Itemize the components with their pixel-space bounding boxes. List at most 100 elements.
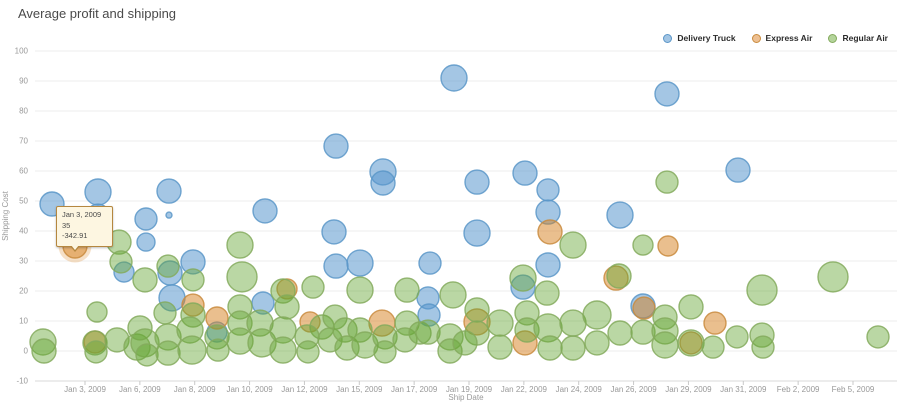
bubble-delivery-truck[interactable] [463,219,491,247]
bubble-regular-air[interactable] [317,327,343,353]
bubble-express-air[interactable] [537,219,563,245]
bubble-regular-air[interactable] [559,231,587,259]
bubble-regular-air[interactable] [392,327,418,353]
bubble-delivery-truck[interactable] [535,252,561,278]
bubble-regular-air[interactable] [347,317,373,343]
bubble-regular-air[interactable] [82,330,108,356]
bubble-express-air[interactable] [512,330,538,356]
bubble-regular-air[interactable] [487,334,513,360]
bubble-regular-air[interactable] [206,338,230,362]
bubble-regular-air[interactable] [247,328,277,358]
bubble-delivery-truck[interactable] [346,249,374,277]
bubble-regular-air[interactable] [29,328,57,356]
bubble-regular-air[interactable] [464,297,490,323]
bubble-delivery-truck[interactable] [512,160,538,186]
bubble-regular-air[interactable] [104,327,130,353]
bubble-regular-air[interactable] [437,338,463,364]
legend-item-regular-air[interactable]: Regular Air [828,33,888,43]
bubble-regular-air[interactable] [632,234,654,256]
bubble-delivery-truck[interactable] [252,198,278,224]
bubble-delivery-truck[interactable] [165,211,173,219]
bubble-regular-air[interactable] [725,325,749,349]
bubble-delivery-truck[interactable] [321,219,347,245]
bubble-regular-air[interactable] [84,340,108,364]
bubble-delivery-truck[interactable] [464,169,490,195]
bubble-regular-air[interactable] [866,325,890,349]
bubble-regular-air[interactable] [533,313,563,343]
bubble-regular-air[interactable] [560,335,586,361]
bubble-express-air[interactable] [632,296,656,320]
bubble-regular-air[interactable] [153,301,177,325]
bubble-regular-air[interactable] [452,330,478,356]
bubble-regular-air[interactable] [751,335,775,359]
bubble-regular-air[interactable] [86,301,108,323]
bubble-regular-air[interactable] [135,343,159,367]
bubble-regular-air[interactable] [274,294,300,320]
bubble-regular-air[interactable] [408,321,432,345]
bubble-regular-air[interactable] [584,330,610,356]
bubble-regular-air[interactable] [436,323,464,351]
bubble-regular-air[interactable] [651,317,679,345]
bubble-regular-air[interactable] [130,328,160,358]
bubble-regular-air[interactable] [652,304,678,330]
bubble-delivery-truck[interactable] [323,253,349,279]
bubble-regular-air[interactable] [177,335,207,365]
bubble-delivery-truck[interactable] [323,133,349,159]
bubble-regular-air[interactable] [226,327,254,355]
bubble-regular-air[interactable] [132,267,158,293]
bubble-express-air[interactable] [181,293,205,317]
bubble-regular-air[interactable] [226,231,254,259]
bubble-express-air[interactable] [657,235,679,257]
bubble-regular-air[interactable] [701,335,725,359]
legend-item-express-air[interactable]: Express Air [751,33,812,43]
bubble-regular-air[interactable] [394,277,420,303]
bubble-delivery-truck[interactable] [418,251,442,275]
bubble-regular-air[interactable] [31,338,57,364]
bubble-delivery-truck[interactable] [536,178,560,202]
bubble-regular-air[interactable] [749,322,775,348]
bubble-delivery-truck[interactable] [84,178,112,206]
bubble-regular-air[interactable] [296,340,320,364]
bubble-regular-air[interactable] [269,336,297,364]
bubble-delivery-truck[interactable] [440,64,468,92]
bubble-express-air[interactable] [205,306,229,330]
bubble-regular-air[interactable] [559,309,587,337]
bubble-regular-air[interactable] [651,331,679,359]
bubble-regular-air[interactable] [655,170,679,194]
bubble-regular-air[interactable] [439,281,467,309]
bubble-regular-air[interactable] [156,254,180,278]
bubble-delivery-truck[interactable] [180,249,206,275]
bubble-delivery-truck[interactable] [136,232,156,252]
bubble-regular-air[interactable] [607,320,633,346]
bubble-regular-air[interactable] [270,278,296,304]
bubble-regular-air[interactable] [606,263,632,289]
bubble-regular-air[interactable] [109,250,133,274]
bubble-regular-air[interactable] [226,261,258,293]
bubble-regular-air[interactable] [630,319,656,345]
bubble-regular-air[interactable] [509,264,537,292]
bubble-regular-air[interactable] [537,335,563,361]
bubble-regular-air[interactable] [746,274,778,306]
bubble-regular-air[interactable] [204,324,230,350]
bubble-express-air[interactable] [679,331,703,355]
bubble-regular-air[interactable] [817,261,849,293]
bubble-regular-air[interactable] [346,276,374,304]
bubble-regular-air[interactable] [514,317,540,343]
bubble-delivery-truck[interactable] [654,81,680,107]
bubble-regular-air[interactable] [582,300,612,330]
bubble-delivery-truck[interactable] [510,274,536,300]
bubble-regular-air[interactable] [301,275,325,299]
bubble-delivery-truck[interactable] [134,207,158,231]
bubble-regular-air[interactable] [155,340,181,366]
bubble-regular-air[interactable] [415,319,441,345]
bubble-delivery-truck[interactable] [725,157,751,183]
legend-item-delivery-truck[interactable]: Delivery Truck [663,33,736,43]
bubble-delivery-truck[interactable] [606,201,634,229]
bubble-regular-air[interactable] [373,340,397,364]
bubble-regular-air[interactable] [677,329,705,357]
bubble-regular-air[interactable] [486,309,514,337]
bubble-regular-air[interactable] [678,294,704,320]
bubble-regular-air[interactable] [269,316,297,344]
bubble-delivery-truck[interactable] [370,170,396,196]
